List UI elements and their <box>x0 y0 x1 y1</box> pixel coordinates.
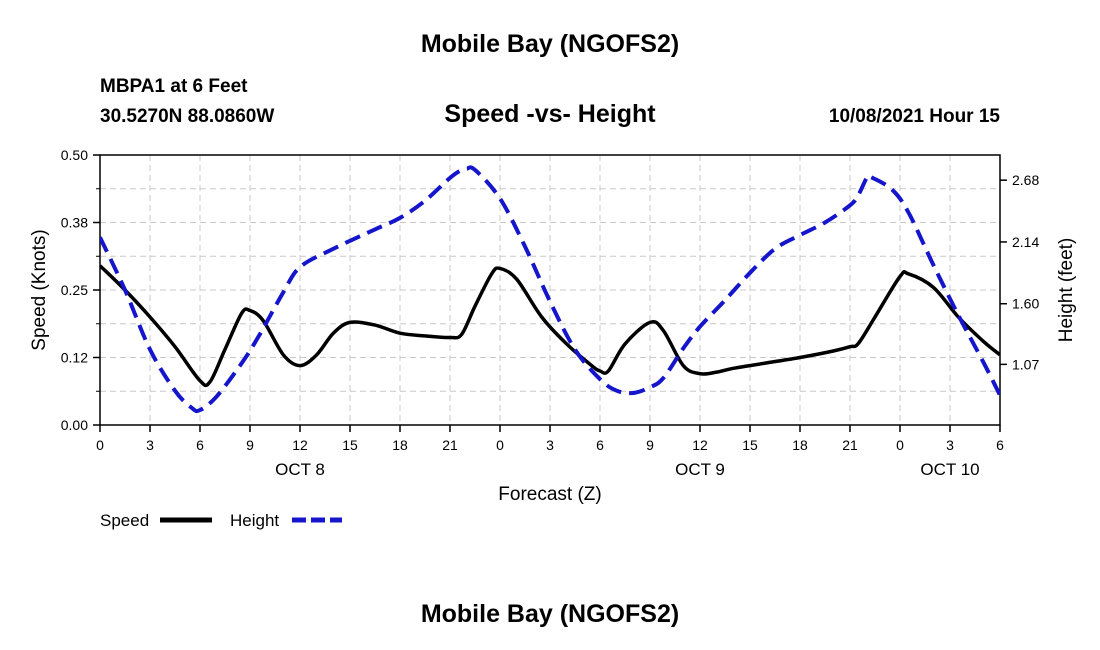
y-right-tick-label: 2.14 <box>1012 234 1039 250</box>
x-tick-label: 15 <box>742 437 758 453</box>
x-tick-label: 3 <box>546 437 554 453</box>
x-tick-label: 6 <box>196 437 204 453</box>
chart-title: Speed -vs- Height <box>444 100 656 128</box>
date-label: OCT 9 <box>675 460 725 479</box>
station-label: MBPA1 at 6 Feet <box>100 76 248 97</box>
legend-label-height: Height <box>230 511 279 530</box>
x-tick-label: 12 <box>292 437 308 453</box>
y-left-tick-label: 0.12 <box>61 350 88 366</box>
y-right-tick-label: 1.07 <box>1012 356 1039 372</box>
x-tick-label: 3 <box>146 437 154 453</box>
y-right-tick-label: 1.60 <box>1012 296 1039 312</box>
y-left-tick-label: 0.38 <box>61 215 88 231</box>
date-label: OCT 10 <box>920 460 979 479</box>
x-tick-label: 3 <box>946 437 954 453</box>
page-title: Mobile Bay (NGOFS2) <box>420 30 680 58</box>
x-axis-title: Forecast (Z) <box>498 484 601 505</box>
x-tick-label: 0 <box>496 437 504 453</box>
y-right-tick-label: 2.68 <box>1012 172 1039 188</box>
series-line-speed <box>100 264 1000 388</box>
x-tick-label: 18 <box>792 437 808 453</box>
footer-title: Mobile Bay (NGOFS2) <box>420 600 680 628</box>
series-line-height <box>100 165 1000 414</box>
x-tick-label: 6 <box>596 437 604 453</box>
forecast-time: 10/08/2021 Hour 15 <box>828 106 1000 127</box>
x-tick-label: 0 <box>896 437 904 453</box>
x-tick-label: 12 <box>692 437 708 453</box>
date-label: OCT 8 <box>275 460 325 479</box>
x-tick-label: 9 <box>646 437 654 453</box>
x-tick-label: 21 <box>442 437 458 453</box>
y-left-tick-label: 0.00 <box>61 417 88 433</box>
x-tick-label: 0 <box>96 437 104 453</box>
x-tick-label: 6 <box>996 437 1004 453</box>
y-left-tick-label: 0.25 <box>61 282 88 298</box>
x-tick-label: 15 <box>342 437 358 453</box>
legend-label-speed: Speed <box>100 511 149 530</box>
x-tick-label: 9 <box>246 437 254 453</box>
x-tick-label: 18 <box>392 437 408 453</box>
station-coordinates: 30.5270N 88.0860W <box>100 106 275 127</box>
y-left-axis-title: Speed (Knots) <box>29 229 50 350</box>
y-left-tick-label: 0.50 <box>61 147 88 163</box>
y-right-axis-title: Height (feet) <box>1056 238 1077 343</box>
x-tick-label: 21 <box>842 437 858 453</box>
